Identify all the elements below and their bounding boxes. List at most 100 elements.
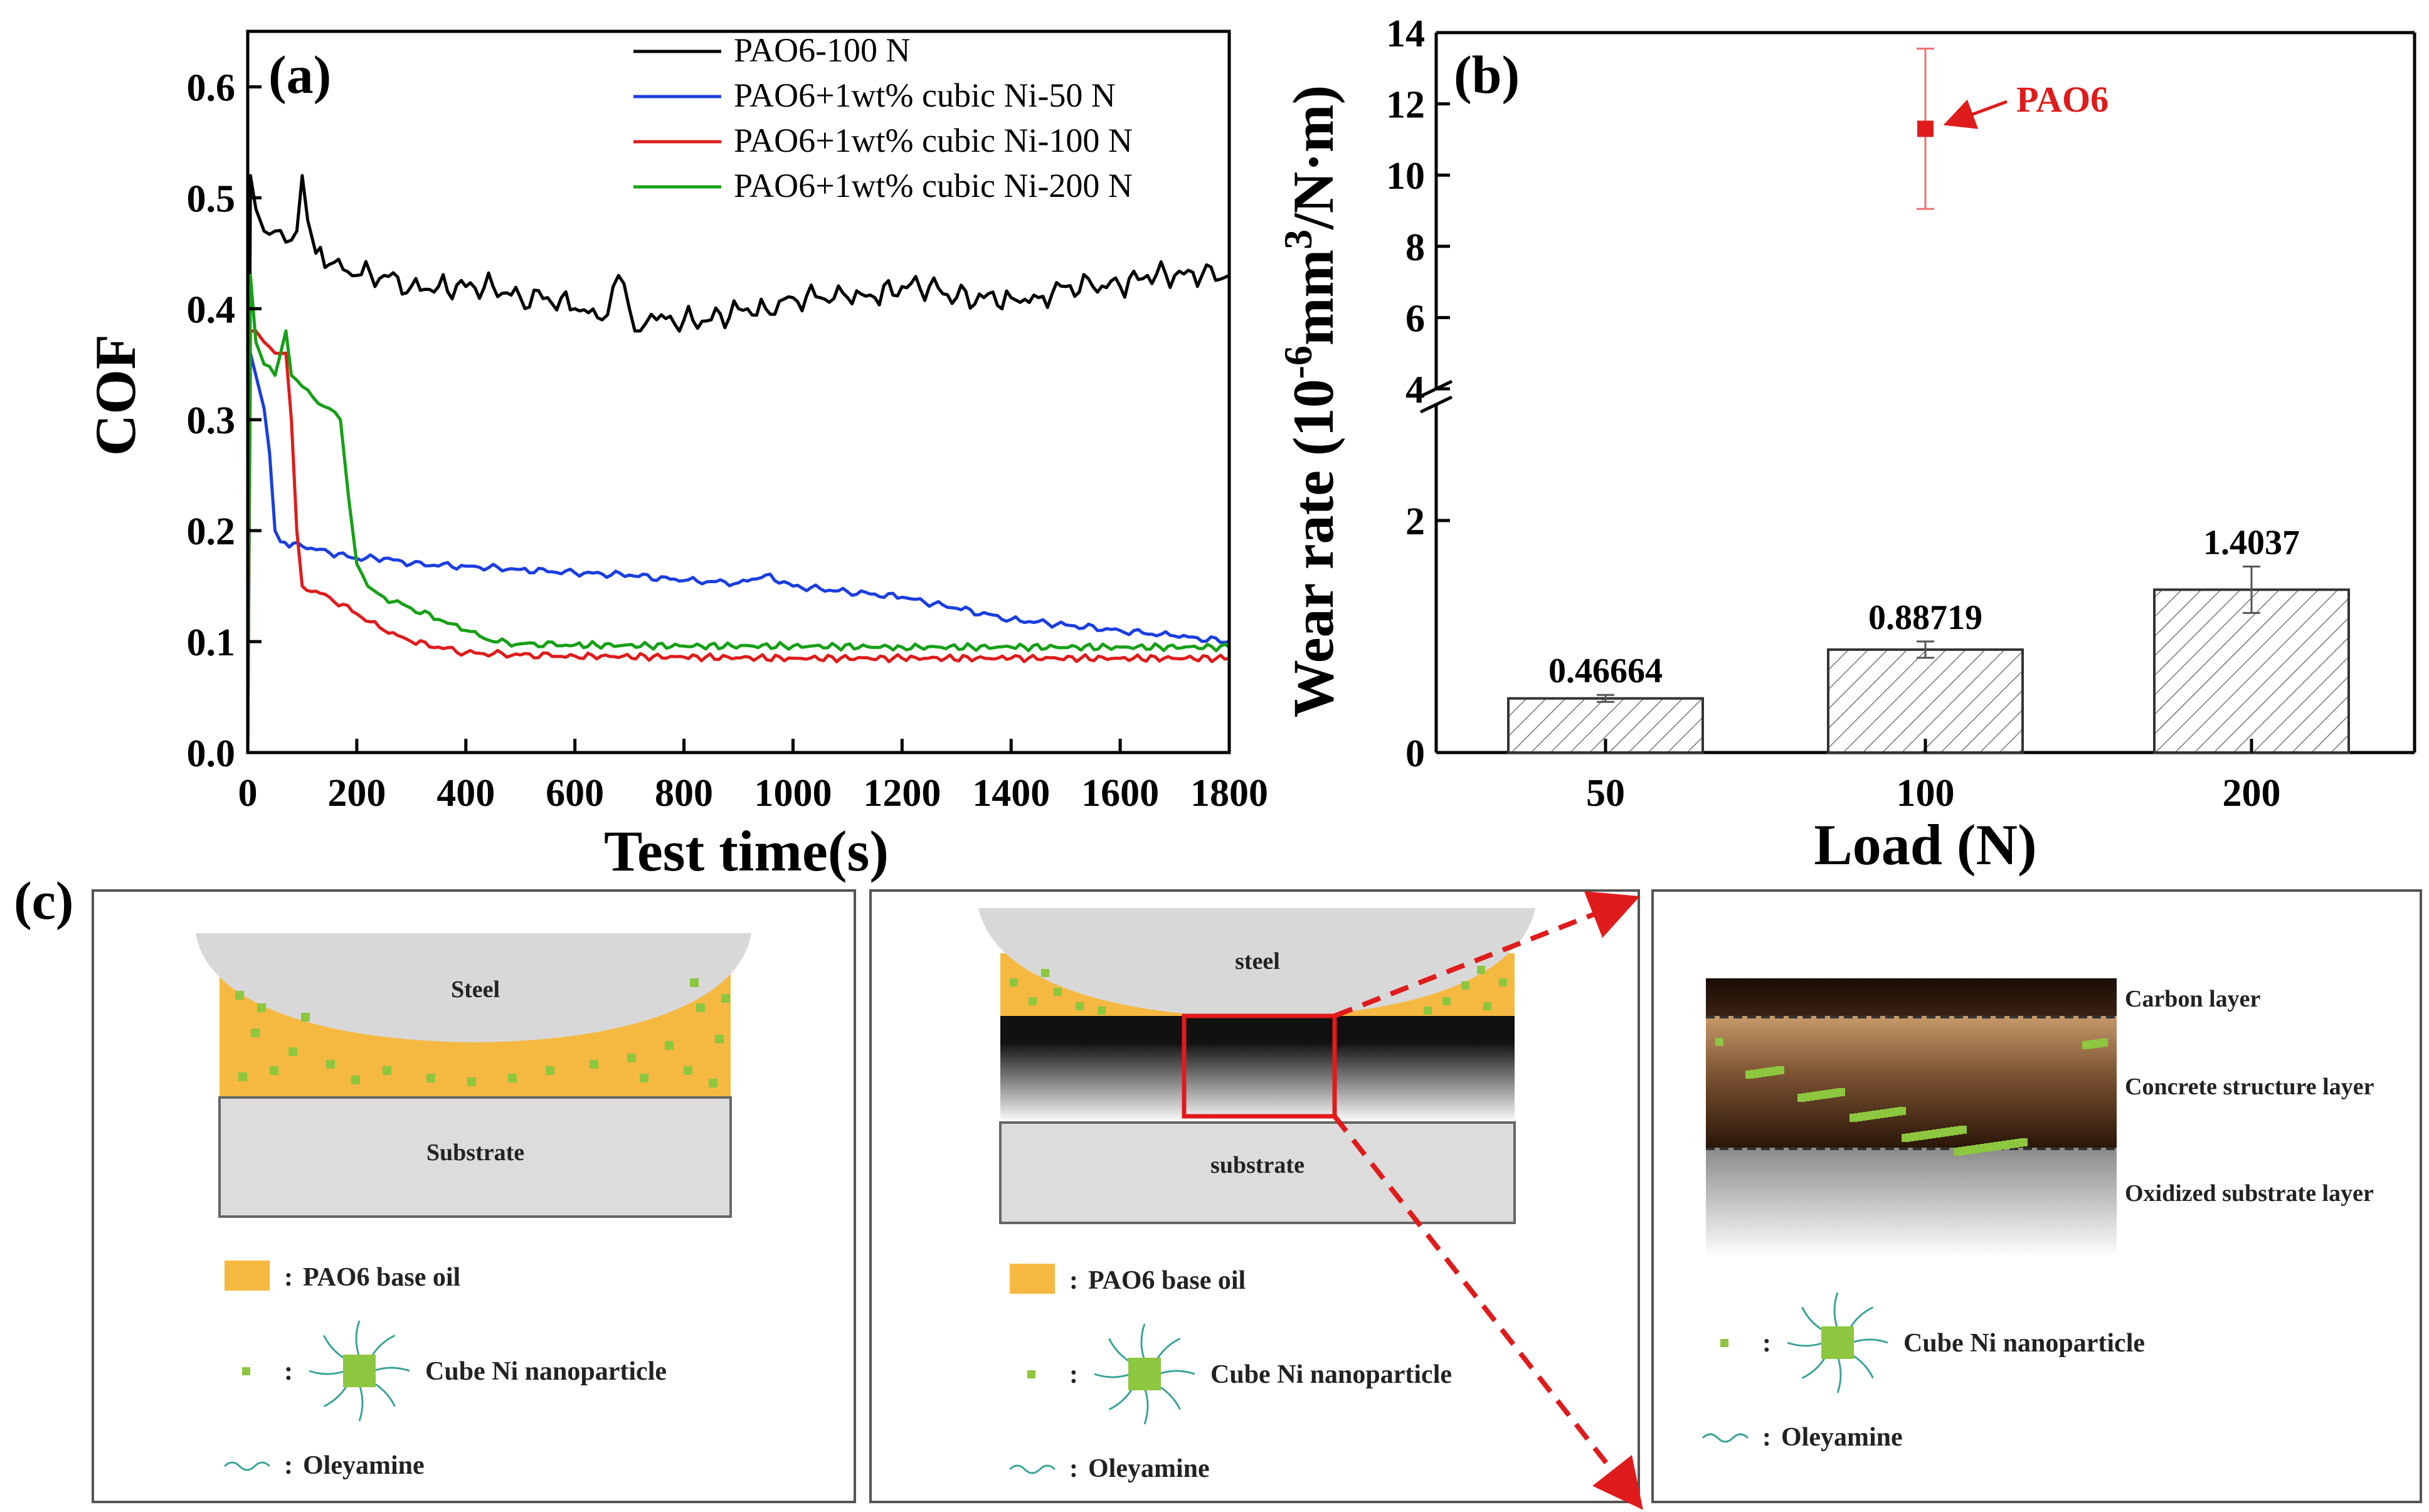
steel-ball — [196, 933, 751, 1042]
concrete-layer-label: Concrete structure layer — [2125, 1074, 2374, 1100]
legend-separator: : — [1069, 1360, 1078, 1389]
y-tick-label: 0.6 — [187, 66, 236, 109]
cube-ni-icon — [1821, 1326, 1854, 1359]
ni-particle — [426, 1074, 435, 1082]
ni-particle — [1477, 966, 1485, 974]
ni-particle — [1054, 988, 1062, 996]
ligand-chain — [1143, 1387, 1149, 1425]
oil-swatch-icon — [1010, 1264, 1055, 1294]
wear-y-tick-label: 6 — [1405, 297, 1425, 340]
oleyamine-icon — [223, 1461, 271, 1471]
substrate-block-2 — [999, 1121, 1516, 1224]
ligand-chain — [1094, 1373, 1131, 1378]
x-tick-label: 1200 — [863, 772, 941, 815]
x-tick-label: 200 — [327, 772, 386, 815]
ni-particle — [2082, 1041, 2090, 1049]
oleyamine-icon — [1008, 1464, 1056, 1474]
ni-particle — [1797, 1094, 1806, 1102]
carbon-layer-label: Carbon layer — [2125, 986, 2261, 1012]
nanoparticle-group-2 — [1010, 966, 1507, 1015]
ni-particle — [235, 991, 244, 1000]
wear-bar — [1827, 648, 2024, 754]
bar-value-label: 0.46664 — [1548, 652, 1663, 690]
ligand-chain — [1833, 1292, 1839, 1330]
x-tick-label: 0 — [238, 772, 258, 815]
y-tick-label: 0.5 — [187, 177, 236, 220]
carbon-layer — [1706, 978, 2117, 1016]
ni-particle — [590, 1060, 598, 1069]
substrate-block — [218, 1096, 732, 1218]
wear-y-tick-label: 14 — [1386, 13, 1425, 55]
cof-series-line-2 — [246, 329, 1230, 753]
diagram-legend-1: : PAO6 base oil: Cube Ni nanoparticle: Oley… — [223, 1261, 667, 1480]
ni-particle — [546, 1066, 554, 1075]
oxidized-substrate-layer — [1706, 1148, 2117, 1257]
ni-particle — [1715, 1038, 1723, 1046]
ni-particle — [508, 1074, 517, 1082]
ni-particle — [1098, 1007, 1106, 1015]
wear-y-tick-label: 12 — [1386, 84, 1425, 127]
magnified-region-box — [1182, 1013, 1337, 1119]
y-tick-label: 0.4 — [187, 288, 236, 331]
x-tick-label: 1600 — [1081, 772, 1159, 815]
legend-text: Cube Ni nanoparticle — [1903, 1329, 2145, 1358]
ligand-chain — [1158, 1370, 1195, 1375]
legend-text: Cube Ni nanoparticle — [1210, 1360, 1452, 1389]
ni-particle — [1041, 969, 1049, 977]
legend-text: PAO6 base oil — [303, 1263, 460, 1292]
cof-series-line-3 — [246, 273, 1230, 753]
ni-particle — [1010, 978, 1018, 986]
ni-particle — [270, 1066, 278, 1075]
wear-y-tick-label: 10 — [1386, 155, 1425, 198]
ni-particle — [467, 1077, 476, 1086]
particle-dot-icon — [1027, 1370, 1035, 1378]
ni-particle — [696, 1003, 705, 1012]
ref-point-label: PAO6 — [2016, 79, 2109, 120]
x-tick-label: 600 — [546, 772, 604, 815]
particle-dot-icon — [242, 1367, 250, 1375]
steel-label-2: steel — [1235, 948, 1280, 975]
legend-text: Oleyamine — [1781, 1423, 1903, 1452]
ni-particle — [288, 1047, 297, 1056]
wear-y-tick-label: 4 — [1405, 369, 1425, 411]
ni-particle — [1902, 1134, 1910, 1142]
cof-legend: PAO6-100 N PAO6+1wt% cubic Ni-50 N PAO6+1w… — [633, 31, 1133, 204]
ni-particle — [251, 1028, 260, 1037]
ligand-chain — [1140, 1323, 1146, 1361]
ni-particle — [640, 1074, 648, 1082]
cof-series-group — [246, 174, 1230, 753]
ni-particle — [690, 978, 699, 987]
ni-particle — [1442, 997, 1451, 1005]
axis-break-mark — [1419, 395, 1453, 414]
oleyamine-icon — [1701, 1433, 1749, 1443]
chart-wear-rate: 0.46664 50 0.88719 100 1.4037 200 PAO6 4 6 8 10 12… — [1276, 13, 2416, 877]
y-tick-label: 0.3 — [187, 399, 236, 442]
ligand-chain — [309, 1370, 346, 1375]
ni-particle — [665, 1041, 674, 1050]
chart-cof: 0 200 400 600 800 1000 1200 1400 1600 1800 0.0 0.1… — [83, 29, 1268, 883]
legend-text: Cube Ni nanoparticle — [425, 1357, 667, 1386]
cof-y-axis-label: COF — [83, 334, 147, 456]
diagram-panel-worn: steel substrate : PAO6 base oil: Cube Ni n… — [869, 889, 1640, 1503]
oil-swatch-icon — [225, 1261, 270, 1291]
bar-value-label: 0.88719 — [1868, 598, 1982, 637]
wear-x-tick-label: 100 — [1897, 772, 1955, 815]
ligand-chain — [1787, 1341, 1824, 1347]
ni-particle — [351, 1076, 360, 1084]
cof-series-line-1 — [246, 351, 1230, 753]
cube-ni-icon — [343, 1355, 376, 1387]
wear-y-axis-label: Wear rate (10-6mm3/N·m) — [1276, 85, 1345, 717]
wear-x-tick-label: 50 — [1586, 772, 1625, 815]
legend-label-3: PAO6+1wt% cubic Ni-200 N — [734, 167, 1133, 204]
concrete-structure-layer — [1706, 1016, 2117, 1148]
ni-particle — [301, 1013, 310, 1022]
tribofilm-substrate — [1000, 1016, 1515, 1123]
x-tick-label: 1000 — [754, 772, 832, 815]
particle-dot-icon — [1720, 1339, 1728, 1347]
ligand-chain — [373, 1367, 410, 1372]
ni-particle — [1029, 997, 1037, 1005]
zoom-arrow-bottom — [1332, 1114, 1643, 1510]
legend-text: PAO6 base oil — [1088, 1266, 1246, 1295]
ref-point-arrow — [1943, 99, 2008, 129]
legend-separator: : — [1762, 1329, 1771, 1358]
